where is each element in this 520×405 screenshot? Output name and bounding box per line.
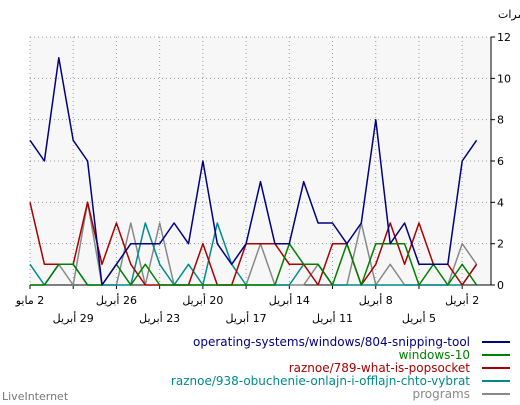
y-tick-label: 6 xyxy=(497,155,504,168)
x-tick-label: 2 مايو xyxy=(15,294,44,307)
y-tick-label: 8 xyxy=(497,114,504,127)
x-tick-label: 26 أبريل xyxy=(96,293,137,307)
series-line xyxy=(29,201,478,286)
series-lines xyxy=(29,56,478,286)
y-tick-label: 2 xyxy=(497,238,504,251)
y-tick-label: 12 xyxy=(497,31,511,44)
watermark: LiveInternet xyxy=(2,390,69,403)
x-tick-label: 20 أبريل xyxy=(182,293,223,307)
x-tick-label: 14 أبريل xyxy=(269,293,310,307)
y-axis-title: المرات xyxy=(498,8,520,21)
x-tick-labels: 2 مايو 26 أبريل 20 أبريل 14 أبريل 8 أبريل 2 أ… xyxy=(15,285,479,325)
y-tick-label: 10 xyxy=(497,72,511,85)
x-tick-label: 17 أبريل xyxy=(226,311,267,325)
x-tick-label: 2 أبريل xyxy=(445,293,479,307)
plot-background xyxy=(30,37,491,285)
legend-label: raznoe/938-obuchenie-onlajn-i-offlajn-ch… xyxy=(171,374,470,388)
grid-lines xyxy=(29,36,491,285)
y-tick-label: 4 xyxy=(497,196,504,209)
y-tick-label: 0 xyxy=(497,279,504,292)
y-tick-labels: 0 2 4 6 8 10 12 xyxy=(491,31,511,292)
legend-label: programs xyxy=(413,387,470,401)
legend-label: operating-systems/windows/804-snipping-t… xyxy=(193,335,470,349)
x-tick-label: 29 أبريل xyxy=(53,311,94,325)
x-tick-label: 23 أبريل xyxy=(139,311,180,325)
x-tick-label: 5 أبريل xyxy=(402,311,436,325)
series-line xyxy=(29,56,478,286)
legend-label: raznoe/789-what-is-popsocket xyxy=(289,361,471,375)
legend: operating-systems/windows/804-snipping-t… xyxy=(171,335,510,401)
legend-label: windows-10 xyxy=(399,348,470,362)
x-tick-label: 8 أبريل xyxy=(359,293,393,307)
x-tick-label: 11 أبريل xyxy=(312,311,353,325)
